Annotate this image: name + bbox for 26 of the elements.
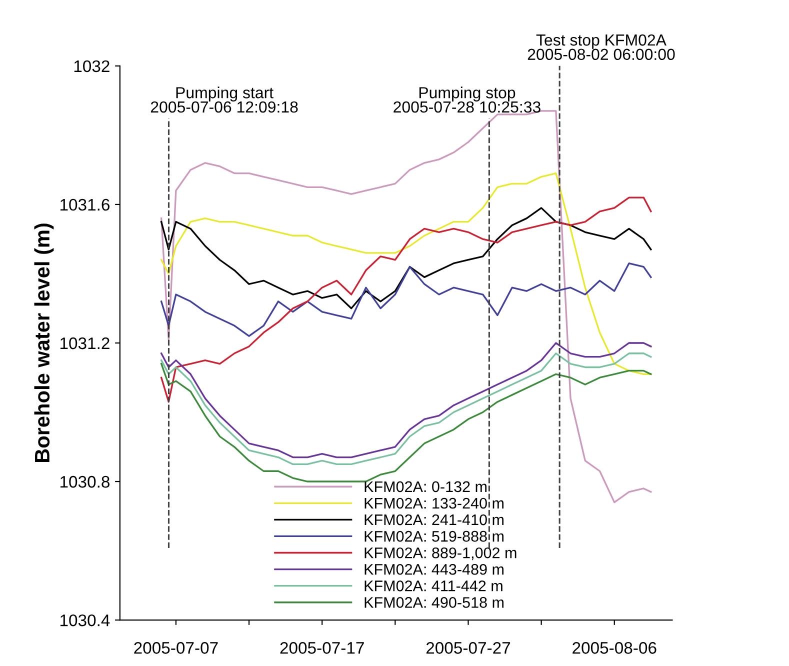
line-series — [160, 196, 652, 403]
y-axis-title: Borehole water level (m) — [34, 224, 54, 462]
legend-label: KFM02A: 411-442 m — [364, 580, 502, 592]
line-series — [160, 172, 652, 375]
ref-line-label: Pumping start 2005-07-06 12:09:18 — [150, 86, 298, 113]
legend-label: KFM02A: 889-1,002 m — [364, 547, 516, 560]
line-series — [160, 262, 652, 337]
x-tick-label: 2005-07-27 — [426, 642, 510, 654]
line-series — [160, 207, 652, 310]
y-tick-label: 1030.8 — [60, 476, 110, 488]
ref-line-label: Pumping stop 2005-07-28 10:25:33 — [394, 86, 540, 113]
legend-label: KFM02A: 519-888 m — [364, 530, 504, 542]
legend-label: KFM02A: 133-240 m — [364, 498, 504, 509]
y-tick-label: 1031.6 — [60, 198, 110, 211]
legend-label: KFM02A: 443-489 m — [364, 564, 504, 575]
line-series — [160, 362, 652, 482]
y-tick-label: 1032 — [74, 60, 110, 72]
legend-label: KFM02A: 490-518 m — [364, 597, 504, 608]
ref-line-label: Test stop KFM02A 2005-08-02 06:00:00 — [528, 34, 675, 60]
y-tick-label: 1030.4 — [60, 614, 110, 626]
x-tick-label: 2005-07-17 — [280, 642, 364, 654]
y-tick-label: 1031.2 — [60, 337, 110, 350]
legend-label: KFM02A: 241-410 m — [364, 514, 504, 526]
x-tick-label: 2005-07-07 — [134, 642, 218, 654]
legend-label: KFM02A: 0-132 m — [364, 481, 486, 492]
x-tick-label: 2005-08-06 — [572, 642, 656, 654]
